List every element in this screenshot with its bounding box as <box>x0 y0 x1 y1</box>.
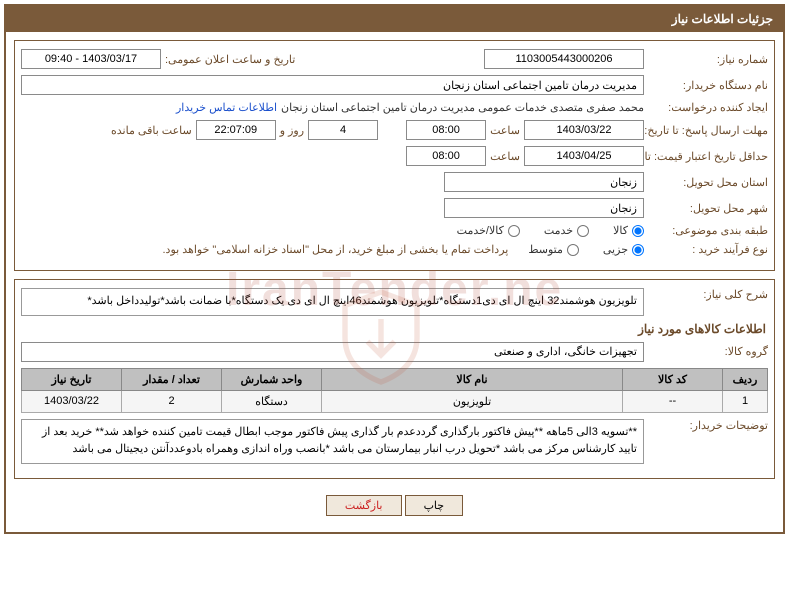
validity-date: 1403/04/25 <box>524 146 644 166</box>
group-label: گروه کالا: <box>648 345 768 358</box>
contact-link[interactable]: اطلاعات تماس خریدار <box>176 101 277 114</box>
td-row: 1 <box>723 390 768 412</box>
province-value: زنجان <box>444 172 644 192</box>
radio-both[interactable] <box>508 225 520 237</box>
page-title-bar: جزئیات اطلاعات نیاز <box>6 6 783 32</box>
button-row: چاپ بازگشت <box>14 487 775 524</box>
fieldset-items: شرح کلی نیاز: تلویزیون هوشمند32 اینچ ال … <box>14 279 775 479</box>
city-label: شهر محل تحویل: <box>648 202 768 215</box>
time-label-2: ساعت <box>490 150 520 163</box>
proc-partial-label: جزیی <box>603 243 628 256</box>
td-code: -- <box>623 390 723 412</box>
buyer-value: مدیریت درمان تامین اجتماعی استان زنجان <box>21 75 644 95</box>
response-deadline-label: مهلت ارسال پاسخ: تا تاریخ: <box>648 124 768 137</box>
th-unit: واحد شمارش <box>222 368 322 390</box>
main-container: جزئیات اطلاعات نیاز IranTender.ne شماره … <box>4 4 785 534</box>
radio-service[interactable] <box>577 225 589 237</box>
need-number-label: شماره نیاز: <box>648 53 768 66</box>
desc-label: شرح کلی نیاز: <box>648 288 768 301</box>
need-number-value: 1103005443000206 <box>484 49 644 69</box>
buyer-notes-value: **تسویه 3الی 5ماهه **پیش فاکتور بارگذاری… <box>21 419 644 464</box>
th-name: نام کالا <box>322 368 623 390</box>
category-radio-group: کالا خدمت کالا/خدمت <box>457 224 644 237</box>
process-label: نوع فرآیند خرید : <box>648 243 768 256</box>
desc-value: تلویزیون هوشمند32 اینچ ال ای دی1دستگاه*ت… <box>21 288 644 316</box>
creator-value: محمد صفری متصدی خدمات عمومی مدیریت درمان… <box>281 101 644 114</box>
announce-value: 1403/03/17 - 09:40 <box>21 49 161 69</box>
cat-both-label: کالا/خدمت <box>457 224 504 237</box>
page-title: جزئیات اطلاعات نیاز <box>672 12 773 26</box>
category-label: طبقه بندی موضوعی: <box>648 224 768 237</box>
response-date: 1403/03/22 <box>524 120 644 140</box>
radio-partial[interactable] <box>632 244 644 256</box>
print-button[interactable]: چاپ <box>405 495 464 516</box>
td-unit: دستگاه <box>222 390 322 412</box>
th-qty: تعداد / مقدار <box>122 368 222 390</box>
th-row: ردیف <box>723 368 768 390</box>
buyer-notes-label: توضیحات خریدار: <box>648 419 768 432</box>
process-radio-group: جزیی متوسط <box>528 243 644 256</box>
province-label: استان محل تحویل: <box>648 176 768 189</box>
th-code: کد کالا <box>623 368 723 390</box>
countdown-value: 22:07:09 <box>196 120 276 140</box>
table-header-row: ردیف کد کالا نام کالا واحد شمارش تعداد /… <box>22 368 768 390</box>
back-button[interactable]: بازگشت <box>326 495 402 516</box>
city-value: زنجان <box>444 198 644 218</box>
days-value: 4 <box>308 120 378 140</box>
proc-medium-label: متوسط <box>528 243 563 256</box>
td-qty: 2 <box>122 390 222 412</box>
content-area: IranTender.ne شماره نیاز: 11030054430002… <box>6 32 783 532</box>
time-label-1: ساعت <box>490 124 520 137</box>
th-date: تاریخ نیاز <box>22 368 122 390</box>
radio-medium[interactable] <box>567 244 579 256</box>
response-time: 08:00 <box>406 120 486 140</box>
creator-label: ایجاد کننده درخواست: <box>648 101 768 114</box>
cat-service-label: خدمت <box>544 224 573 237</box>
validity-time: 08:00 <box>406 146 486 166</box>
days-and-label: روز و <box>280 124 304 137</box>
process-note: پرداخت تمام یا بخشی از مبلغ خرید، از محل… <box>163 243 509 256</box>
fieldset-main-info: شماره نیاز: 1103005443000206 تاریخ و ساع… <box>14 40 775 271</box>
remaining-label: ساعت باقی مانده <box>111 124 192 137</box>
buyer-label: نام دستگاه خریدار: <box>648 79 768 92</box>
radio-goods[interactable] <box>632 225 644 237</box>
table-row: 1 -- تلویزیون دستگاه 2 1403/03/22 <box>22 390 768 412</box>
cat-goods-label: کالا <box>613 224 628 237</box>
validity-label: حداقل تاریخ اعتبار قیمت: تا تاریخ: <box>648 150 768 163</box>
items-table: ردیف کد کالا نام کالا واحد شمارش تعداد /… <box>21 368 768 413</box>
group-value: تجهیزات خانگی، اداری و صنعتی <box>21 342 644 362</box>
items-section-title: اطلاعات کالاهای مورد نیاز <box>23 322 766 336</box>
announce-label: تاریخ و ساعت اعلان عمومی: <box>165 53 295 66</box>
td-date: 1403/03/22 <box>22 390 122 412</box>
td-name: تلویزیون <box>322 390 623 412</box>
